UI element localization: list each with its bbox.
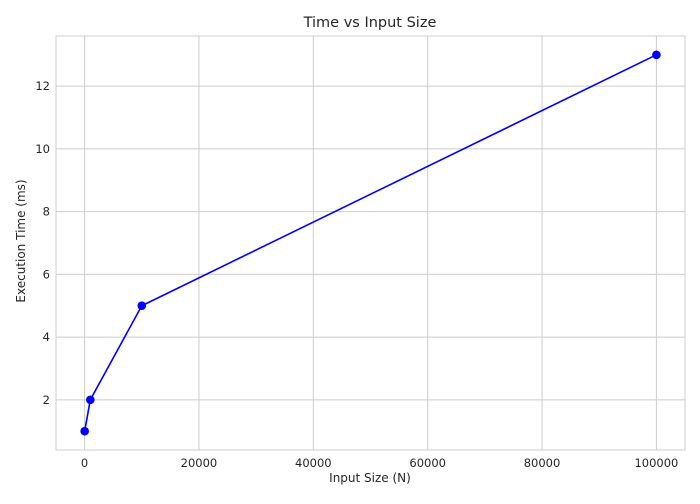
plot-area: 0 20000 40000 60000 80000 100000 2 4 6 8 10 12 xyxy=(35,35,686,470)
series-line xyxy=(83,54,657,432)
x-axis-label: Input Size (N) xyxy=(329,471,411,485)
y-tick-label: 6 xyxy=(43,267,50,281)
data-point xyxy=(86,395,95,405)
x-tick-label: 20000 xyxy=(181,456,218,470)
chart-title: Time vs Input Size xyxy=(303,15,437,31)
y-tick-label: 10 xyxy=(35,142,50,156)
x-tick-label: 0 xyxy=(81,456,88,470)
y-axis-label: Execution Time (ms) xyxy=(14,179,28,302)
plot-frame xyxy=(55,35,686,451)
x-tick-label: 100000 xyxy=(634,456,678,470)
data-point xyxy=(80,426,89,436)
data-point xyxy=(137,301,147,311)
y-tick-label: 4 xyxy=(43,330,50,344)
x-tick-label: 80000 xyxy=(524,456,561,470)
x-tick-label: 40000 xyxy=(295,456,332,470)
data-point xyxy=(652,50,661,60)
x-tick-label: 60000 xyxy=(409,456,446,470)
y-tick-label: 12 xyxy=(35,79,50,93)
y-tick-label: 2 xyxy=(43,393,50,407)
y-tick-label: 8 xyxy=(43,205,50,219)
